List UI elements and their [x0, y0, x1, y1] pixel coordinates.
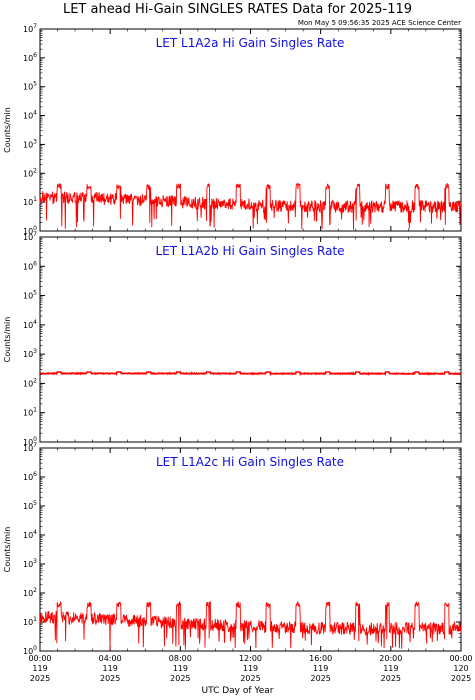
panel-1: 100 101 102 103 104 105 106 107 Counts/min LET L1…: [3, 23, 462, 236]
x-tick-day: 119: [173, 664, 188, 673]
y-tick-label: 101: [23, 616, 37, 627]
y-tick-label: 105: [23, 290, 37, 301]
y-tick-label: 107: [23, 23, 37, 34]
x-tick-time: 12:00: [239, 654, 262, 663]
y-tick-label: 103: [23, 138, 37, 149]
plot-frame: [39, 236, 462, 443]
x-tick-day: 119: [103, 664, 118, 673]
y-tick-label: 106: [23, 471, 37, 482]
y-tick-label: 102: [23, 587, 37, 598]
y-tick-label: 102: [23, 377, 37, 388]
panel-3: 100 101 102 103 104 105 106 107 Counts/min LET L1…: [3, 442, 462, 656]
y-tick-label: 103: [23, 558, 37, 569]
generation-timestamp: Mon May 5 09:56:35 2025 ACE Science Cent…: [297, 19, 461, 27]
y-tick-label: 104: [23, 319, 37, 330]
x-tick-time: 04:00: [99, 654, 122, 663]
y-tick-label: 107: [23, 231, 37, 242]
panel-title: LET L1A2a Hi Gain Singles Rate: [156, 36, 345, 50]
x-axis-label: UTC Day of Year: [201, 686, 274, 696]
x-tick-year: 2025: [310, 674, 330, 683]
y-tick-label: 101: [23, 196, 37, 207]
x-tick-year: 2025: [100, 674, 120, 683]
x-tick-time: 08:00: [169, 654, 192, 663]
y-tick-label: 104: [23, 110, 37, 121]
y-tick-label: 106: [23, 260, 37, 271]
x-tick-year: 2025: [30, 674, 50, 683]
x-tick-day: 119: [383, 664, 398, 673]
x-tick-year: 2025: [240, 674, 260, 683]
x-tick-time: 00:00: [28, 654, 51, 663]
y-tick-label: 104: [23, 529, 37, 540]
x-tick-day: 120: [453, 664, 468, 673]
series-trace: [39, 182, 462, 230]
page-title: LET ahead Hi-Gain SINGLES RATES Data for…: [62, 2, 413, 17]
x-tick-time: 16:00: [309, 654, 332, 663]
series-trace: [39, 371, 462, 377]
y-axis-label: Counts/min: [3, 527, 12, 573]
y-tick-label: 105: [23, 81, 37, 92]
x-tick-time: 20:00: [379, 654, 402, 663]
y-tick-label: 103: [23, 348, 37, 359]
x-tick-day: 119: [243, 664, 258, 673]
y-axis-label: Counts/min: [3, 107, 12, 153]
panel-2: 100 101 102 103 104 105 106 107 Counts/min LET L1…: [3, 231, 462, 447]
y-tick-label: 105: [23, 500, 37, 511]
y-tick-label: 102: [23, 167, 37, 178]
y-tick-label: 101: [23, 407, 37, 418]
y-tick-label: 100: [23, 225, 37, 236]
y-tick-label: 100: [23, 436, 37, 447]
x-tick-year: 2025: [170, 674, 190, 683]
panel-title: LET L1A2b Hi Gain Singles Rate: [155, 244, 344, 258]
x-tick-year: 2025: [451, 674, 471, 683]
series-trace: [39, 600, 462, 650]
y-tick-label: 100: [23, 645, 37, 656]
x-tick-time: 00:00: [449, 654, 472, 663]
x-tick-day: 119: [32, 664, 47, 673]
x-tick-labels: 00:00119202504:00119202508:00119202512:0…: [28, 654, 472, 683]
panel-title: LET L1A2c Hi Gain Singles Rate: [156, 455, 344, 469]
y-axis-label: Counts/min: [3, 317, 12, 363]
x-tick-year: 2025: [381, 674, 401, 683]
x-tick-day: 119: [313, 664, 328, 673]
y-tick-label: 107: [23, 442, 37, 453]
y-tick-label: 106: [23, 52, 37, 63]
